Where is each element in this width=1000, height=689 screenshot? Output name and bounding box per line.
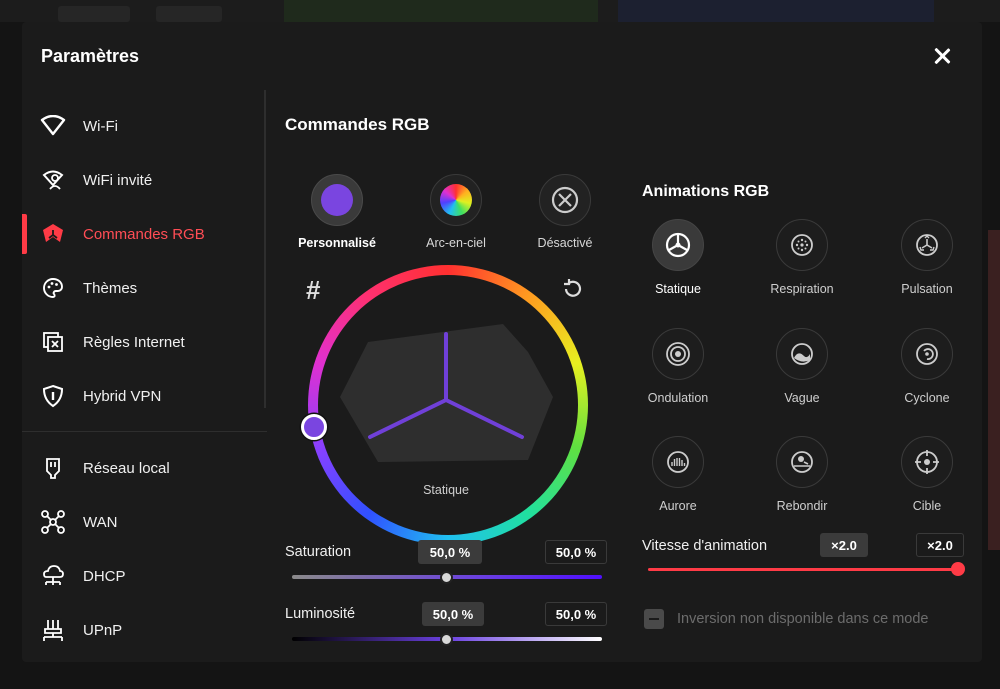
background-panel	[284, 0, 598, 22]
animation-cyclone[interactable]: Cyclone	[872, 328, 982, 405]
custom-color-icon	[311, 174, 363, 226]
sidebar-item-label: Wi-Fi	[83, 117, 118, 135]
sidebar-item-dhcp[interactable]: DHCP	[22, 556, 267, 596]
sidebar-item-label: Hybrid VPN	[83, 387, 162, 405]
sidebar-item-label: UPnP	[83, 621, 123, 639]
luminosity-value: 50,0 %	[422, 602, 484, 626]
wan-icon	[40, 509, 66, 535]
disabled-icon	[539, 174, 591, 226]
lan-icon	[40, 455, 66, 481]
mode-rainbow[interactable]: Arc-en-ciel	[406, 174, 506, 250]
dialog-title: Paramètres	[41, 46, 140, 66]
sidebar-item-local-network[interactable]: Réseau local	[22, 448, 267, 488]
sidebar-item-label: WiFi invité	[83, 171, 153, 189]
mode-custom[interactable]: Personnalisé	[287, 174, 387, 250]
animation-target[interactable]: Cible	[872, 436, 982, 513]
target-icon	[901, 436, 953, 488]
mode-disabled[interactable]: Désactivé	[515, 174, 615, 250]
device-preview	[338, 322, 558, 467]
palette-icon	[40, 275, 66, 301]
animation-speed-thumb[interactable]	[951, 562, 965, 576]
mode-label: Personnalisé	[298, 236, 376, 250]
background-tab	[156, 6, 222, 22]
sidebar-item-upnp[interactable]: UPnP	[22, 610, 267, 650]
sidebar-item-wifi[interactable]: Wi-Fi	[22, 106, 267, 146]
close-button[interactable]	[928, 42, 956, 70]
animation-label: Aurore	[659, 499, 697, 513]
animation-label: Respiration	[770, 282, 834, 296]
aurora-icon	[652, 436, 704, 488]
luminosity-input[interactable]: 50,0 %	[545, 602, 607, 626]
background-edge	[988, 230, 1000, 550]
animation-label: Statique	[655, 282, 701, 296]
animation-breathing[interactable]: Respiration	[747, 219, 857, 296]
ripple-icon	[652, 328, 704, 380]
inversion-checkbox[interactable]	[644, 609, 664, 629]
settings-dialog: Paramètres Wi-Fi WiFi invité Commandes R…	[22, 22, 982, 662]
animation-speed-value: ×2.0	[820, 533, 868, 557]
sidebar-item-label: DHCP	[83, 567, 126, 585]
animation-label: Cible	[912, 499, 942, 513]
saturation-thumb[interactable]	[440, 571, 453, 584]
color-picker-knob[interactable]	[301, 414, 327, 440]
reset-icon[interactable]	[560, 276, 586, 302]
sidebar-divider	[264, 90, 266, 408]
animation-wave[interactable]: Vague	[747, 328, 857, 405]
pulse-icon	[901, 219, 953, 271]
sidebar-item-label: Thèmes	[83, 279, 138, 297]
animation-label: Cyclone	[904, 391, 950, 405]
rainbow-icon	[430, 174, 482, 226]
wave-icon	[776, 328, 828, 380]
upnp-icon	[40, 617, 66, 643]
animation-ripple[interactable]: Ondulation	[623, 328, 733, 405]
sidebar-item-label: Réseau local	[83, 459, 170, 477]
animation-speed-label: Vitesse d'animation	[642, 538, 768, 554]
saturation-value: 50,0 %	[418, 540, 482, 564]
mode-label: Arc-en-ciel	[426, 236, 486, 250]
animation-speed-slider[interactable]	[648, 568, 958, 571]
shield-icon	[40, 383, 66, 409]
sidebar-item-label: WAN	[83, 513, 118, 531]
wifi-icon	[40, 113, 66, 139]
sidebar-item-internet-rules[interactable]: Règles Internet	[22, 322, 267, 362]
animation-static[interactable]: Statique	[623, 219, 733, 296]
sidebar-item-rgb-controls[interactable]: Commandes RGB	[22, 214, 267, 254]
background-tab	[58, 6, 130, 22]
internet-rules-icon	[40, 329, 66, 355]
saturation-label: Saturation	[285, 544, 352, 560]
sidebar-item-wan[interactable]: WAN	[22, 502, 267, 542]
sidebar-item-hybrid-vpn[interactable]: Hybrid VPN	[22, 376, 267, 416]
bounce-icon	[776, 436, 828, 488]
rgb-section-title: Commandes RGB	[285, 115, 430, 134]
sidebar-item-label: Commandes RGB	[83, 225, 205, 243]
background-panel	[618, 0, 934, 22]
luminosity-label: Luminosité	[285, 606, 356, 622]
inversion-label: Inversion non disponible dans ce mode	[677, 611, 929, 627]
mode-label: Désactivé	[537, 236, 593, 250]
animation-label: Rebondir	[776, 499, 828, 513]
rgb-icon	[40, 221, 66, 247]
animation-label: Pulsation	[901, 282, 953, 296]
sidebar-item-label: Règles Internet	[83, 333, 185, 351]
sidebar-item-themes[interactable]: Thèmes	[22, 268, 267, 308]
animation-aurora[interactable]: Aurore	[623, 436, 733, 513]
animation-pulse[interactable]: Pulsation	[872, 219, 982, 296]
guest-wifi-icon	[40, 167, 66, 193]
breathing-icon	[776, 219, 828, 271]
dhcp-icon	[40, 563, 66, 589]
wheel-animation-label: Statique	[423, 483, 469, 497]
animation-bounce[interactable]: Rebondir	[747, 436, 857, 513]
animation-label: Vague	[784, 391, 820, 405]
animation-speed-input[interactable]: ×2.0	[916, 533, 964, 557]
sidebar-item-guest-wifi[interactable]: WiFi invité	[22, 160, 267, 200]
luminosity-thumb[interactable]	[440, 633, 453, 646]
sidebar-section-divider	[22, 431, 267, 432]
static-icon	[652, 219, 704, 271]
animation-label: Ondulation	[647, 391, 709, 405]
hex-input-button[interactable]: #	[306, 275, 321, 305]
animations-section-title: Animations RGB	[642, 183, 770, 200]
saturation-input[interactable]: 50,0 %	[545, 540, 607, 564]
cyclone-icon	[901, 328, 953, 380]
